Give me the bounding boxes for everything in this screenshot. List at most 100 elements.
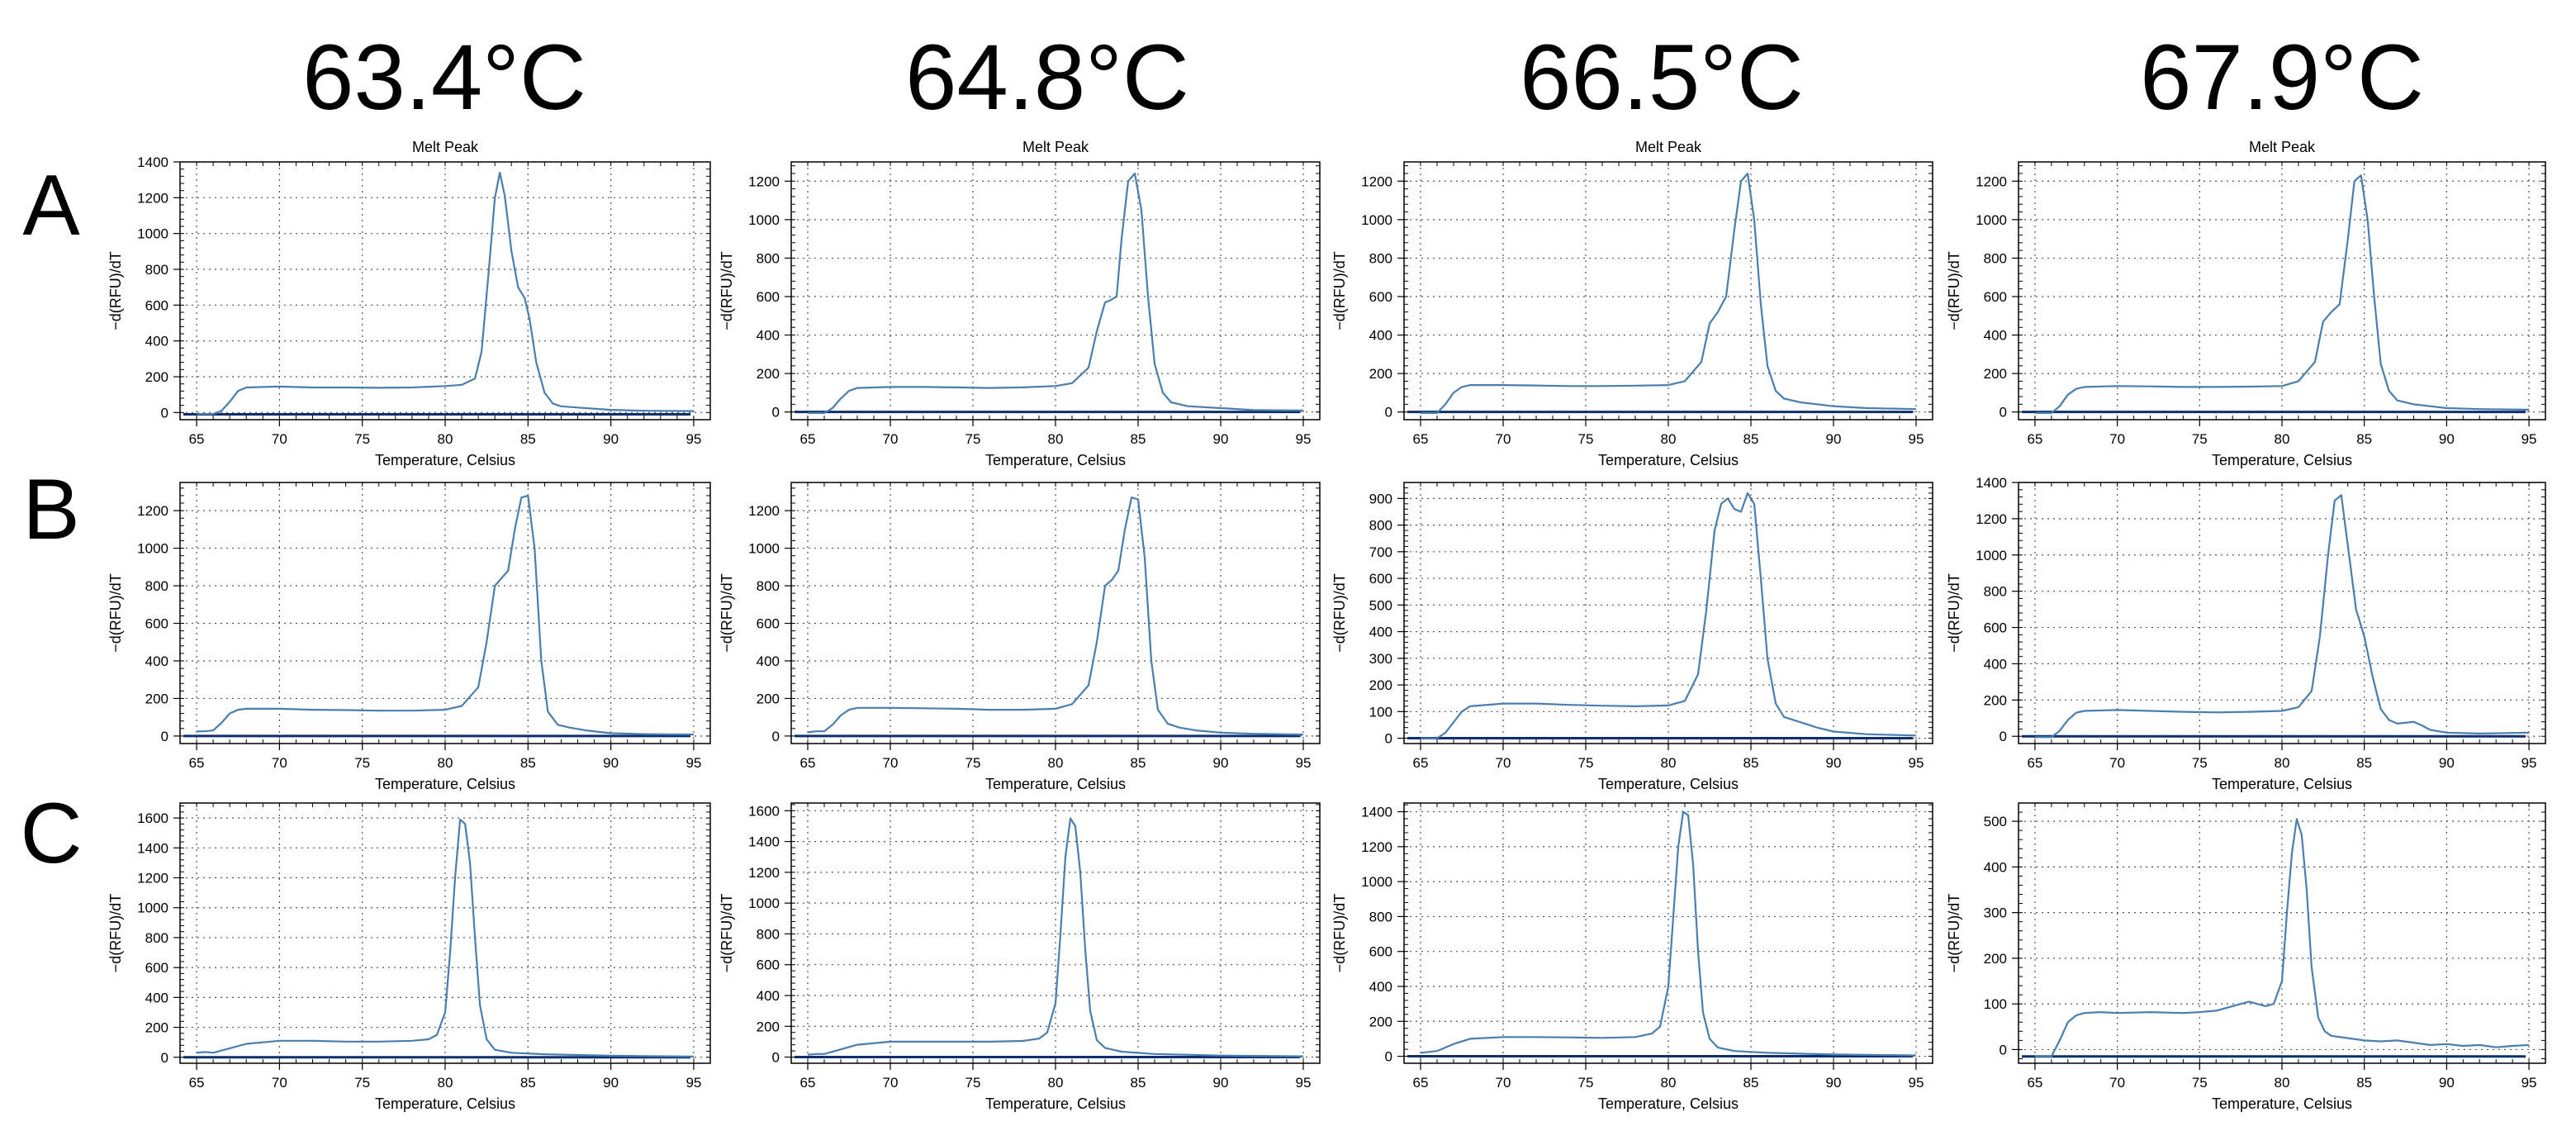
x-tick-label: 70 — [272, 1075, 287, 1091]
y-tick-label: 0 — [2000, 405, 2007, 421]
x-tick-label: 80 — [1048, 431, 1064, 447]
y-tick-label: 800 — [1369, 518, 1392, 534]
y-tick-label: 600 — [145, 960, 168, 976]
x-axis-label: Temperature, Celsius — [375, 1095, 515, 1112]
y-tick-label: 200 — [145, 369, 168, 385]
melt-curve — [1421, 492, 1917, 739]
x-axis-label: Temperature, Celsius — [985, 1095, 1126, 1112]
y-tick-label: 100 — [1984, 996, 2007, 1012]
x-tick-label: 70 — [2109, 1075, 2125, 1091]
y-tick-label: 200 — [145, 691, 168, 706]
y-tick-label: 800 — [1984, 584, 2007, 600]
x-tick-label: 95 — [1296, 755, 1312, 771]
chart-panel-3: 65 70 75 80 85 90 95 0 200 400 600 800 1000 1200 Melt … — [1331, 139, 1933, 468]
y-tick-label: 400 — [145, 653, 168, 669]
y-tick-label: 400 — [1984, 328, 2007, 344]
y-axis-label: −d(RFU)/dT — [107, 573, 124, 653]
y-tick-label: 200 — [757, 1019, 780, 1034]
y-tick-label: 100 — [1369, 704, 1392, 720]
x-tick-label: 65 — [800, 431, 816, 447]
y-tick-label: 800 — [757, 926, 780, 942]
y-tick-label: 400 — [757, 988, 780, 1004]
x-tick-label: 70 — [2109, 431, 2125, 447]
x-tick-label: 90 — [1213, 755, 1229, 771]
x-tick-label: 65 — [189, 431, 205, 447]
x-tick-label: 70 — [883, 755, 899, 771]
x-tick-label: 95 — [2521, 755, 2537, 771]
y-tick-label: 1000 — [748, 541, 780, 557]
x-tick-label: 90 — [2439, 1075, 2455, 1091]
x-tick-label: 75 — [2192, 431, 2208, 447]
x-tick-label: 85 — [1131, 1075, 1146, 1091]
x-tick-label: 85 — [1131, 755, 1146, 771]
y-tick-label: 0 — [2000, 729, 2007, 744]
x-tick-label: 80 — [1661, 755, 1677, 771]
y-tick-label: 1000 — [137, 901, 168, 916]
melt-curve — [1420, 810, 1917, 1057]
x-axis-label: Temperature, Celsius — [2212, 776, 2352, 792]
x-tick-label: 95 — [1296, 431, 1312, 447]
chart-panels: 65 70 75 80 85 90 950200400600800100012001400M… — [107, 139, 2546, 1112]
x-tick-label: 80 — [2275, 1075, 2290, 1091]
x-tick-label: 85 — [520, 431, 536, 447]
y-tick-label: 1200 — [137, 871, 168, 886]
x-axis-label: Temperature, Celsius — [375, 452, 515, 468]
x-tick-label: 90 — [1213, 1075, 1229, 1091]
chart-panel-6: 65 70 75 80 85 90 95 0 200 400 600 800 1000 1200 Tempe… — [719, 482, 1321, 792]
y-tick-label: 0 — [772, 405, 780, 421]
y-axis-label: −d(RFU)/dT — [719, 251, 735, 330]
x-tick-label: 80 — [1661, 1075, 1677, 1091]
x-axis-label: Temperature, Celsius — [375, 776, 515, 792]
y-tick-label: 1200 — [1976, 173, 2007, 189]
y-tick-label: 1000 — [1976, 548, 2007, 563]
y-tick-label: 800 — [145, 262, 168, 278]
x-tick-label: 75 — [965, 1075, 981, 1091]
row-label-a: A — [22, 158, 80, 254]
y-tick-label: 1200 — [1361, 839, 1392, 855]
melt-curve — [808, 172, 1304, 414]
y-tick-label: 900 — [1369, 491, 1392, 506]
x-tick-label: 75 — [2192, 1075, 2208, 1091]
x-tick-label: 70 — [272, 755, 287, 771]
y-tick-label: 1200 — [748, 503, 780, 519]
y-tick-label: 1000 — [137, 541, 168, 557]
melt-curve — [2034, 174, 2530, 414]
x-tick-label: 80 — [438, 431, 453, 447]
column-header-64-8: 64.8°C — [905, 26, 1189, 129]
x-tick-label: 95 — [1909, 1075, 1924, 1091]
y-tick-label: 200 — [757, 366, 780, 382]
x-tick-label: 70 — [883, 1075, 899, 1091]
chart-panel-10: 65 70 75 80 85 90 95 0 200 400 600 800 1000 1200 1400 1… — [719, 802, 1321, 1112]
y-tick-label: 500 — [1984, 814, 2007, 829]
x-tick-label: 95 — [2521, 431, 2537, 447]
row-label-b: B — [22, 462, 79, 558]
y-tick-label: 1600 — [137, 810, 168, 826]
y-tick-label: 0 — [1385, 1049, 1392, 1065]
y-tick-label: 400 — [145, 334, 168, 349]
y-tick-label: 800 — [757, 250, 780, 266]
y-tick-label: 0 — [2000, 1042, 2007, 1057]
x-tick-label: 95 — [1296, 1075, 1312, 1091]
panel-title: Melt Peak — [412, 139, 479, 155]
y-tick-label: 1600 — [748, 803, 780, 819]
x-tick-label: 85 — [1743, 1075, 1759, 1091]
x-axis-label: Temperature, Celsius — [985, 776, 1126, 792]
y-tick-label: 0 — [772, 1050, 780, 1066]
x-tick-label: 70 — [272, 431, 287, 447]
y-tick-label: 600 — [1984, 289, 2007, 305]
y-axis-label: −d(RFU)/dT — [1946, 251, 1962, 330]
y-tick-label: 0 — [1385, 731, 1392, 747]
x-tick-label: 95 — [686, 1075, 701, 1091]
column-header-63-4: 63.4°C — [302, 26, 586, 129]
x-tick-label: 85 — [2356, 755, 2372, 771]
y-tick-label: 200 — [1984, 366, 2007, 382]
chart-panel-5: 65 70 75 80 85 90 95 0 200 400 600 800 1000 1200 Tempe… — [107, 482, 711, 792]
y-tick-label: 300 — [1369, 651, 1392, 667]
y-tick-label: 400 — [145, 990, 168, 1005]
y-axis-label: −d(RFU)/dT — [1946, 573, 1962, 653]
y-axis-label: −d(RFU)/dT — [719, 573, 735, 653]
y-tick-label: 0 — [161, 729, 168, 744]
y-tick-label: 1200 — [137, 503, 168, 519]
chart-panel-4: 65 70 75 80 85 90 95 0 200 400 600 800 1000 1200 Melt … — [1946, 139, 2546, 468]
x-tick-label: 95 — [1909, 431, 1924, 447]
